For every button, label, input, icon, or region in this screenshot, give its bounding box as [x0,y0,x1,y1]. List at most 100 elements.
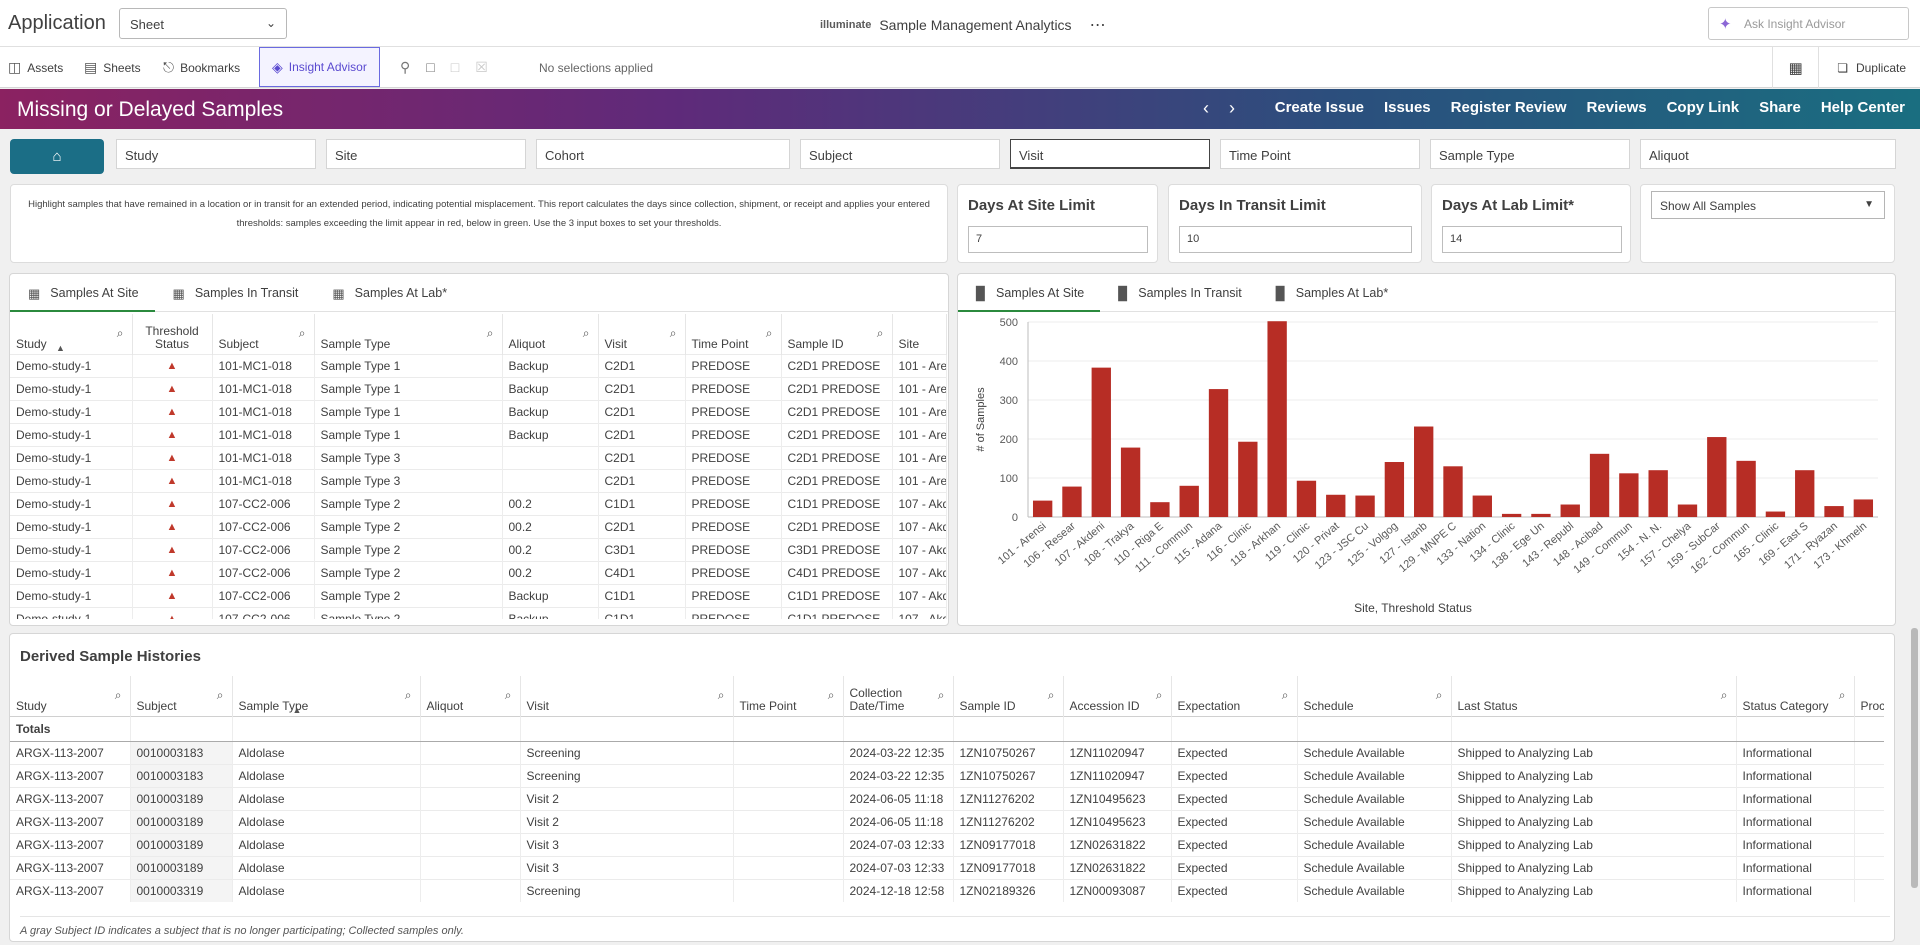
bar[interactable] [1120,447,1141,517]
column-header[interactable]: Subject ⌕ [130,676,233,716]
column-header[interactable]: Time Point ⌕ [733,676,844,716]
days-at-site-input[interactable]: 7 [968,226,1148,253]
bar[interactable] [1648,470,1668,517]
bar[interactable] [1677,504,1698,517]
show-samples-dropdown[interactable]: Show All Samples ▼ [1651,191,1885,219]
tab-chart-samples-at-lab[interactable]: ▉ Samples At Lab* [1258,274,1404,312]
table-row[interactable]: ARGX-113-2007 0010003189 Aldolase Visit 2 20… [10,809,1884,833]
table-row[interactable]: Demo-study-1 ▲ 107-CC2-006 Sample Type 2 00.… [10,514,947,538]
column-header[interactable]: Collection Date/Time ⌕ [843,676,954,716]
search-icon[interactable]: ⌕ [216,687,224,702]
sort-ascending-icon[interactable]: ▲ [292,704,302,715]
bar[interactable] [1208,389,1229,517]
step-back-icon[interactable]: □ [450,59,460,75]
sheet-select[interactable]: Sheet ⌄ [119,8,287,39]
help-center-link[interactable]: Help Center [1820,99,1905,116]
bar[interactable] [1384,462,1405,517]
column-header[interactable]: Sample Type ⌕ ▲ [232,676,421,716]
column-header[interactable]: Sample ID ⌕ [781,314,893,354]
column-header[interactable]: Aliquot ⌕ [502,314,599,354]
table-row[interactable]: Demo-study-1 ▲ 101-MC1-018 Sample Type 1 Bac… [10,399,947,423]
filter-subject[interactable]: Subject [800,139,1000,169]
bar[interactable] [1560,504,1580,517]
bookmarks-button[interactable]: ⎋ Bookmarks [163,47,240,88]
column-header[interactable]: Study ⌕ ▲ [10,314,133,354]
column-header[interactable]: Accession ID ⌕ [1063,676,1172,716]
search-icon[interactable]: ⌕ [1047,687,1055,702]
table-row[interactable]: Demo-study-1 ▲ 107-CC2-006 Sample Type 2 Bac… [10,606,947,619]
copy-link-link[interactable]: Copy Link [1666,99,1740,116]
column-header[interactable]: Visit ⌕ [598,314,686,354]
search-icon[interactable]: ⌕ [116,325,124,340]
search-icon[interactable]: ⌕ [298,325,306,340]
bar[interactable] [1355,495,1375,517]
create-issue-link[interactable]: Create Issue [1274,99,1364,116]
bar[interactable] [1179,485,1199,517]
smart-search-icon[interactable]: ⚲ [400,59,411,75]
bar[interactable] [1501,513,1522,517]
reviews-link[interactable]: Reviews [1586,99,1647,116]
filter-sample-type[interactable]: Sample Type [1430,139,1630,169]
search-icon[interactable]: ⌕ [114,687,122,702]
filter-aliquot[interactable]: Aliquot [1640,139,1896,169]
grid-layout-icon[interactable]: ▦ [1772,47,1818,88]
bar[interactable] [1267,321,1287,517]
column-header[interactable]: Threshold Status [132,314,213,354]
table-row[interactable]: ARGX-113-2007 0010003183 Aldolase Screening… [10,763,1884,787]
table-row[interactable]: Demo-study-1 ▲ 107-CC2-006 Sample Type 2 Bac… [10,583,947,607]
bar[interactable] [1150,502,1170,517]
search-icon[interactable]: ⌕ [669,325,677,340]
previous-sheet-icon[interactable]: ‹ [1203,98,1209,118]
column-header[interactable]: Visit ⌕ [520,676,734,716]
bar[interactable] [1062,486,1082,517]
search-icon[interactable]: ⌕ [404,687,412,702]
bar[interactable] [1296,480,1317,517]
search-icon[interactable]: ⌕ [876,325,884,340]
more-icon[interactable]: ⋯ [1089,17,1107,34]
column-header[interactable]: Status Category ⌕ [1736,676,1855,716]
insight-advisor-button[interactable]: ◈ Insight Advisor [259,47,380,87]
search-icon[interactable]: ⌕ [765,325,773,340]
tab-samples-at-site[interactable]: ▦ Samples At Site [10,274,155,312]
bar[interactable] [1619,473,1639,517]
column-header[interactable]: Sample Type ⌕ [314,314,503,354]
clear-selections-icon[interactable]: ☒ [475,59,488,75]
search-icon[interactable]: ⌕ [1720,687,1728,702]
search-icon[interactable]: ⌕ [1435,687,1443,702]
table-row[interactable]: Demo-study-1 ▲ 101-MC1-018 Sample Type 3 C2D… [10,445,947,469]
column-header[interactable]: Process [1854,676,1884,716]
home-button[interactable]: ⌂ [10,139,104,174]
bar[interactable] [1414,426,1434,517]
sort-ascending-icon[interactable]: ▲ [56,342,65,353]
tab-chart-samples-in-transit[interactable]: ▉ Samples In Transit [1100,274,1258,312]
column-header[interactable]: Time Point ⌕ [685,314,782,354]
page-scrollbar[interactable] [1911,628,1918,888]
tab-samples-at-lab[interactable]: ▦ Samples At Lab* [314,274,463,312]
tab-chart-samples-at-site[interactable]: ▉ Samples At Site [958,274,1101,312]
table-row[interactable]: Demo-study-1 ▲ 101-MC1-018 Sample Type 1 Bac… [10,376,947,400]
bar[interactable] [1472,495,1492,517]
sheets-button[interactable]: ▤ Sheets [84,47,141,88]
bar[interactable] [1238,441,1258,517]
search-icon[interactable]: ⌕ [504,687,512,702]
duplicate-button[interactable]: ❏ Duplicate [1818,47,1920,88]
next-sheet-icon[interactable]: › [1229,98,1235,118]
column-header[interactable]: Study ⌕ [10,676,131,716]
bar[interactable] [1443,466,1463,517]
search-icon[interactable]: ⌕ [1155,687,1163,702]
table-row[interactable]: ARGX-113-2007 0010003189 Aldolase Visit 2 20… [10,786,1884,810]
days-in-transit-input[interactable]: 10 [1179,226,1412,253]
bar[interactable] [1736,460,1756,517]
column-header[interactable]: Aliquot ⌕ [420,676,521,716]
column-header[interactable]: Expectation ⌕ [1171,676,1298,716]
search-icon[interactable]: ⌕ [1838,687,1846,702]
register-review-link[interactable]: Register Review [1450,99,1567,116]
assets-button[interactable]: ◫ Assets [8,47,63,88]
bar[interactable] [1853,499,1874,517]
share-link[interactable]: Share [1759,99,1801,116]
search-icon[interactable]: ⌕ [827,687,835,702]
bar[interactable] [1531,513,1551,517]
table-row[interactable]: ARGX-113-2007 0010003183 Aldolase Screening… [10,740,1884,764]
bar[interactable] [1589,453,1610,517]
